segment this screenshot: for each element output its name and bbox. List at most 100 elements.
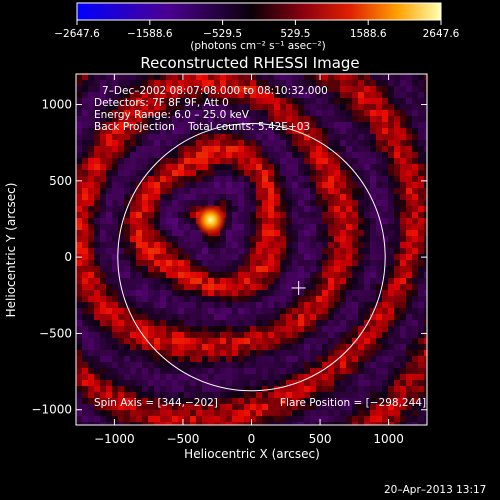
heatmap-cell — [322, 332, 329, 339]
heatmap-cell — [88, 200, 95, 207]
heatmap-cell — [166, 302, 173, 309]
heatmap-cell — [250, 344, 257, 351]
heatmap-cell — [160, 380, 167, 387]
heatmap-cell — [424, 260, 427, 267]
heatmap-cell — [406, 308, 413, 315]
heatmap-cell — [244, 332, 251, 339]
heatmap-cell — [256, 272, 263, 279]
heatmap-cell — [196, 146, 203, 153]
heatmap-cell — [184, 398, 191, 405]
heatmap-cell — [298, 422, 305, 425]
heatmap-cell — [148, 224, 155, 231]
heatmap-cell — [214, 410, 221, 417]
heatmap-cell — [340, 176, 347, 183]
heatmap-cell — [118, 164, 125, 171]
heatmap-cell — [250, 158, 257, 165]
heatmap-cell — [250, 410, 257, 417]
heatmap-cell — [274, 404, 281, 411]
heatmap-cell — [340, 104, 347, 111]
heatmap-cell — [346, 320, 353, 327]
heatmap-cell — [286, 350, 293, 357]
heatmap-cell — [112, 218, 119, 225]
heatmap-cell — [88, 182, 95, 189]
heatmap-cell — [130, 122, 137, 129]
heatmap-cell — [304, 254, 311, 261]
heatmap-cell — [298, 134, 305, 141]
heatmap-cell — [340, 380, 347, 387]
heatmap-cell — [352, 182, 359, 189]
heatmap-cell — [382, 410, 389, 417]
heatmap-cell — [190, 92, 197, 99]
heatmap-cell — [124, 314, 131, 321]
heatmap-cell — [412, 182, 419, 189]
heatmap-cell — [172, 164, 179, 171]
heatmap-cell — [364, 206, 371, 213]
heatmap-cell — [286, 290, 293, 297]
heatmap-cell — [154, 266, 161, 273]
heatmap-cell — [382, 74, 389, 81]
heatmap-cell — [232, 362, 239, 369]
heatmap-cell — [166, 296, 173, 303]
heatmap-cell — [100, 206, 107, 213]
heatmap-cell — [124, 392, 131, 399]
heatmap-cell — [310, 74, 317, 81]
heatmap-cell — [340, 254, 347, 261]
heatmap-cell — [358, 410, 365, 417]
heatmap-cell — [154, 224, 161, 231]
heatmap-cell — [202, 194, 209, 201]
heatmap-cell — [232, 230, 239, 237]
heatmap-cell — [118, 272, 125, 279]
heatmap-cell — [268, 152, 275, 159]
heatmap-cell — [310, 98, 317, 105]
heatmap-cell — [76, 398, 83, 405]
heatmap-cell — [358, 74, 365, 81]
heatmap-cell — [196, 188, 203, 195]
heatmap-cell — [154, 302, 161, 309]
heatmap-cell — [82, 212, 89, 219]
heatmap-cell — [406, 218, 413, 225]
heatmap-cell — [208, 326, 215, 333]
heatmap-cell — [340, 194, 347, 201]
heatmap-cell — [232, 374, 239, 381]
heatmap-cell — [238, 338, 245, 345]
heatmap-cell — [406, 398, 413, 405]
heatmap-cell — [214, 416, 221, 423]
heatmap-cell — [220, 152, 227, 159]
heatmap-cell — [268, 86, 275, 93]
heatmap-cell — [280, 356, 287, 363]
heatmap-cell — [292, 248, 299, 255]
heatmap-cell — [256, 278, 263, 285]
heatmap-cell — [286, 416, 293, 423]
heatmap-cell — [202, 158, 209, 165]
heatmap-cell — [184, 236, 191, 243]
heatmap-cell — [370, 296, 377, 303]
heatmap-cell — [304, 170, 311, 177]
heatmap-cell — [154, 296, 161, 303]
heatmap-cell — [220, 86, 227, 93]
heatmap-cell — [100, 374, 107, 381]
heatmap-cell — [280, 146, 287, 153]
heatmap-cell — [346, 278, 353, 285]
heatmap-cell — [310, 254, 317, 261]
heatmap-cell — [334, 374, 341, 381]
heatmap-cell — [406, 110, 413, 117]
heatmap-cell — [406, 314, 413, 321]
heatmap-cell — [124, 344, 131, 351]
heatmap-cell — [82, 350, 89, 357]
heatmap-cell — [100, 410, 107, 417]
heatmap-cell — [346, 326, 353, 333]
heatmap-cell — [250, 368, 257, 375]
heatmap-cell — [382, 386, 389, 393]
heatmap-cell — [208, 392, 215, 399]
heatmap-cell — [214, 344, 221, 351]
heatmap-cell — [76, 206, 83, 213]
heatmap-cell — [184, 386, 191, 393]
heatmap-cell — [250, 326, 257, 333]
heatmap-cell — [328, 380, 335, 387]
heatmap-cell — [298, 188, 305, 195]
heatmap-cell — [208, 422, 215, 425]
heatmap-cell — [82, 254, 89, 261]
heatmap-cell — [274, 260, 281, 267]
heatmap-cell — [304, 374, 311, 381]
